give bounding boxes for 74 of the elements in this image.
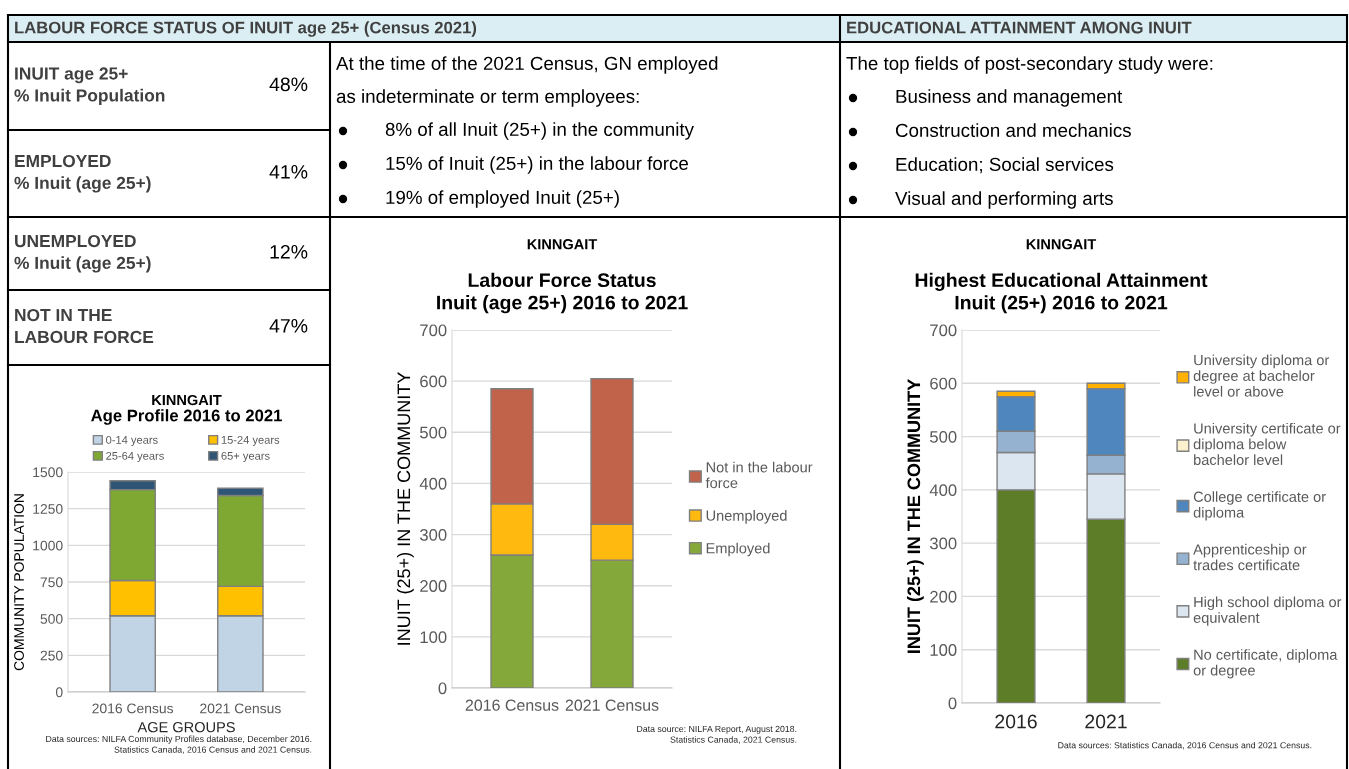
- text: EDUCATIONAL ATTAINMENT AMONG INUIT: [847, 21, 1192, 34]
- y-tick-label: 750: [40, 577, 63, 588]
- y-tick-label: 300: [929, 537, 957, 550]
- legend-label: College certificate or diploma: [1193, 491, 1326, 521]
- x-tick-label: 2016 Census: [92, 703, 174, 714]
- y-tick-label: 500: [930, 430, 957, 443]
- legend-label: High school diploma or equivalent: [1193, 596, 1342, 626]
- text: UNEMPLOYED % Inuit (age 25+): [14, 234, 151, 273]
- x-tick-label: 2021: [1085, 714, 1127, 729]
- text: LABOUR FORCE STATUS OF INUIT age 25+ (Census 2021): [15, 21, 477, 37]
- text: 12%: [270, 244, 308, 259]
- text: NOT IN THE LABOUR FORCE: [15, 308, 154, 344]
- y-tick-label: 300: [419, 528, 447, 541]
- text: 15% of Inuit (25+) in the labour force: [386, 156, 688, 174]
- legend-label: University certificate or diploma below bachelor level: [1193, 422, 1341, 466]
- text: Data sources: Statistics Canada, 2016 Census and 2021 Census.: [1058, 741, 1312, 750]
- y-tick-label: 250: [40, 650, 63, 661]
- chart-subtitle: Highest Educational Attainment Inuit (25+) 2016 to 2021: [915, 272, 1208, 314]
- chart-subtitle: Age Profile 2016 to 2021: [91, 409, 282, 425]
- text: Construction and mechanics: [895, 123, 1131, 138]
- text: 8% of all Inuit (25+) in the community: [385, 122, 694, 140]
- text: Education; Social services: [896, 157, 1114, 174]
- y-tick-label: 400: [929, 484, 957, 497]
- chart-title: KINNGAIT: [1026, 239, 1097, 250]
- text: Data sources: NILFA Community Profiles database, December 2016. Statistics Canada, 2016 Census and 2021 Census.: [46, 735, 312, 754]
- text: Visual and performing arts: [895, 191, 1113, 209]
- text: The top fields of post-secondary study were:: [846, 56, 1213, 74]
- text: 19% of employed Inuit (25+): [386, 190, 619, 208]
- chart-subtitle: Labour Force Status Inuit (age 25+) 2016 to 2021: [437, 272, 688, 314]
- x-axis-title: AGE GROUPS: [137, 722, 235, 733]
- y-tick-label: 500: [420, 426, 447, 439]
- y-tick-label: 1500: [33, 467, 63, 478]
- y-tick-label: 100: [930, 644, 957, 656]
- y-tick-label: 0: [438, 682, 447, 695]
- chart-title: KINNGAIT: [527, 239, 598, 250]
- legend-label: 65+ years: [221, 451, 270, 462]
- y-tick-label: 0: [948, 697, 957, 710]
- y-tick-label: 100: [420, 631, 447, 644]
- y-tick-label: 400: [419, 477, 447, 490]
- y-tick-label: 200: [930, 590, 957, 603]
- legend-label: 15-24 years: [221, 435, 280, 447]
- legend-label: Employed: [706, 542, 770, 557]
- legend-label: No certificate, diploma or degree: [1193, 649, 1338, 679]
- text: 47%: [269, 319, 308, 333]
- x-tick-label: 2021 Census: [200, 703, 281, 714]
- source-note: Data source: NILFA Report, August 2018. Statistics Canada, 2021 Census.: [637, 725, 797, 744]
- text: 41%: [269, 165, 308, 179]
- text: EMPLOYED % Inuit (age 25+): [14, 154, 151, 193]
- y-axis-title: INUIT (25+) IN THE COMMUNITY: [906, 379, 924, 653]
- y-tick-label: 700: [420, 324, 447, 337]
- legend-label: Apprenticeship or trades certificate: [1193, 543, 1307, 571]
- x-tick-label: 2016: [995, 714, 1037, 729]
- y-tick-label: 200: [420, 580, 447, 592]
- x-tick-label: 2016 Census: [465, 699, 559, 711]
- y-tick-label: 700: [930, 324, 957, 337]
- y-tick-label: 1000: [33, 540, 63, 551]
- y-axis-title: INUIT (25+) IN THE COMMUNITY: [396, 372, 414, 645]
- legend-label: 25-64 years: [106, 451, 164, 462]
- y-tick-label: 600: [420, 375, 447, 388]
- y-axis-title: COMMUNITY POPULATION: [14, 494, 24, 671]
- chart-title: KINNGAIT: [152, 394, 222, 406]
- legend-label: Unemployed: [706, 510, 787, 524]
- legend-label: 0-14 years: [106, 435, 158, 447]
- y-tick-label: 1250: [33, 504, 63, 514]
- text: At the time of the 2021 Census, GN employed as indeterminate or term employees:: [336, 56, 718, 107]
- y-tick-label: 500: [40, 614, 63, 624]
- legend-label: Not in the labour force: [705, 461, 813, 489]
- text: INUIT age 25+ % Inuit Population: [14, 67, 165, 106]
- legend-label: University diploma or degree at bachelor level or above: [1193, 354, 1330, 397]
- y-tick-label: 0: [55, 687, 63, 698]
- text: 48%: [269, 77, 308, 92]
- y-tick-label: 600: [930, 377, 957, 390]
- x-tick-label: 2021 Census: [565, 699, 659, 711]
- text: Business and management: [896, 89, 1123, 107]
